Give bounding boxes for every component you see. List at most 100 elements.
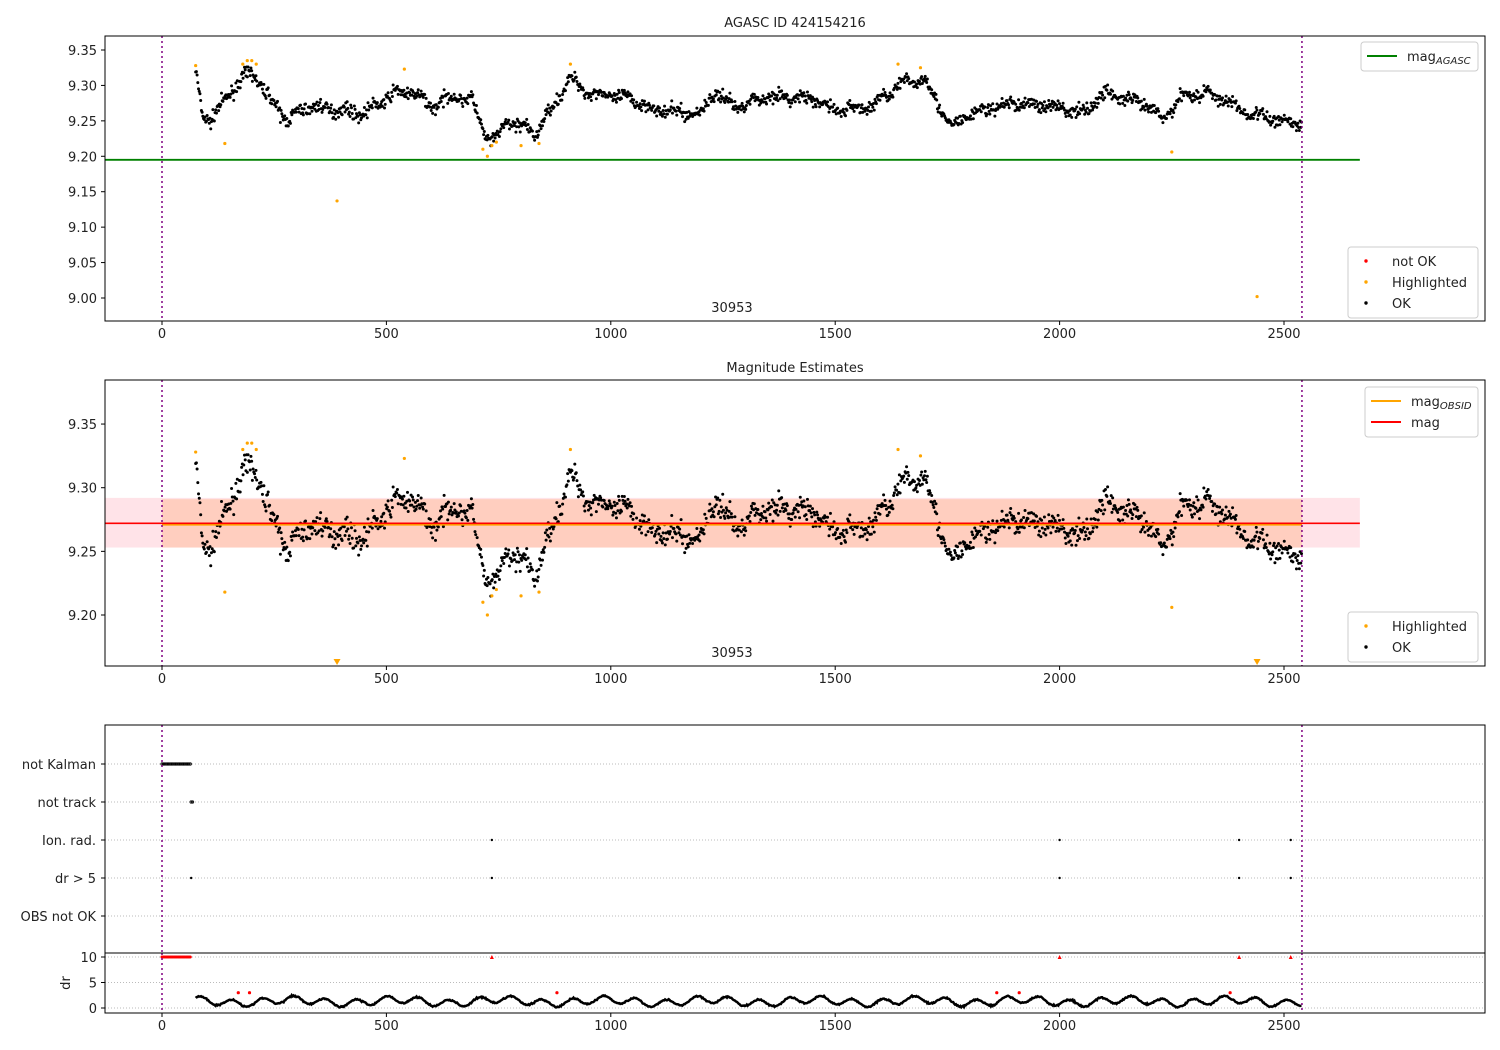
ok-point xyxy=(343,110,347,114)
ok-point xyxy=(1089,517,1093,521)
ok-point xyxy=(1118,102,1122,106)
ok-point xyxy=(264,509,268,513)
ok-point xyxy=(803,505,807,509)
ok-point xyxy=(228,95,232,99)
ok-point xyxy=(890,503,894,507)
flag-point xyxy=(1237,876,1241,880)
ok-point xyxy=(932,506,936,510)
ok-point xyxy=(1228,98,1232,102)
ok-point xyxy=(1073,107,1077,111)
ok-point xyxy=(841,107,845,111)
ok-point xyxy=(599,90,603,94)
ok-point xyxy=(662,112,666,116)
ok-point xyxy=(831,525,835,529)
ok-point xyxy=(714,503,718,507)
ok-point xyxy=(333,537,337,541)
ok-point xyxy=(711,97,715,101)
ok-point xyxy=(1004,103,1008,107)
ok-point xyxy=(902,474,906,478)
ok-point xyxy=(255,79,259,83)
ok-point xyxy=(290,113,294,117)
flag-label-obs-not-ok: OBS not OK xyxy=(21,910,97,925)
ok-point xyxy=(548,526,552,530)
ok-point xyxy=(386,91,390,95)
highlighted-point xyxy=(402,67,406,71)
panel1-frame xyxy=(104,35,1486,322)
ok-point xyxy=(364,113,368,117)
ok-point xyxy=(1214,512,1218,516)
ok-point xyxy=(985,112,989,116)
ok-point xyxy=(1149,525,1153,529)
highlighted-point xyxy=(335,199,339,203)
ok-point xyxy=(1221,96,1225,100)
panel2-legend-bottom-label: Highlighted xyxy=(1392,620,1467,635)
ok-point xyxy=(315,100,319,104)
ok-point xyxy=(217,109,221,113)
panel4-xtick-label: 500 xyxy=(374,1019,399,1034)
ok-point xyxy=(421,507,425,511)
ok-point xyxy=(668,532,672,536)
ok-point xyxy=(1199,508,1203,512)
ok-point xyxy=(329,106,333,110)
ok-point xyxy=(288,550,292,554)
ok-point xyxy=(356,541,360,545)
ok-point xyxy=(310,109,314,113)
ok-point xyxy=(441,525,445,529)
ok-point xyxy=(1297,126,1301,130)
ok-point xyxy=(1206,488,1210,492)
ok-point xyxy=(1231,506,1235,510)
ok-point xyxy=(670,536,674,540)
panel1-xtick-label: 0 xyxy=(158,327,166,342)
ok-point xyxy=(945,118,949,122)
ok-point xyxy=(262,82,266,86)
ok-point xyxy=(482,568,486,572)
ok-point xyxy=(674,109,678,113)
ok-point xyxy=(874,515,878,519)
ok-point xyxy=(798,516,802,520)
ok-point xyxy=(418,506,422,510)
ok-point xyxy=(691,542,695,546)
ok-point xyxy=(912,80,916,84)
panel4-frame xyxy=(104,952,1486,1014)
ok-point xyxy=(723,100,727,104)
panel2-frame xyxy=(104,379,1486,667)
ok-point xyxy=(1182,504,1186,508)
ok-point xyxy=(202,547,206,551)
ok-point xyxy=(1002,105,1006,109)
ok-point xyxy=(301,535,305,539)
ok-point xyxy=(365,116,369,120)
ok-point xyxy=(446,518,450,522)
highlighted-point xyxy=(254,62,258,66)
ok-point xyxy=(478,553,482,557)
ok-point xyxy=(1040,106,1044,110)
ok-point xyxy=(761,94,765,98)
ok-point xyxy=(460,101,464,105)
panel1-ytick-label: 9.30 xyxy=(68,79,97,94)
ok-point xyxy=(828,527,832,531)
ok-point xyxy=(511,551,515,555)
ok-point xyxy=(1126,514,1130,518)
ok-point xyxy=(280,112,284,116)
ok-point xyxy=(615,92,619,96)
ok-point xyxy=(917,478,921,482)
ok-point xyxy=(859,534,863,538)
ok-point xyxy=(1204,497,1208,501)
ok-point xyxy=(447,512,451,516)
ok-point xyxy=(808,504,812,508)
panel2-legend-top xyxy=(1364,386,1479,438)
ok-point xyxy=(302,528,306,532)
ok-point xyxy=(297,534,301,538)
ok-point xyxy=(416,91,420,95)
ok-point xyxy=(614,98,618,102)
ok-point xyxy=(1142,525,1146,529)
ok-point xyxy=(684,546,688,550)
ok-point xyxy=(293,529,297,533)
ok-point xyxy=(321,107,325,111)
highlighted-point xyxy=(896,62,900,66)
ok-point xyxy=(573,70,577,74)
ok-point xyxy=(646,108,650,112)
ok-point xyxy=(459,504,463,508)
ok-point xyxy=(1014,530,1018,534)
ok-point xyxy=(933,499,937,503)
ok-point xyxy=(475,111,479,115)
